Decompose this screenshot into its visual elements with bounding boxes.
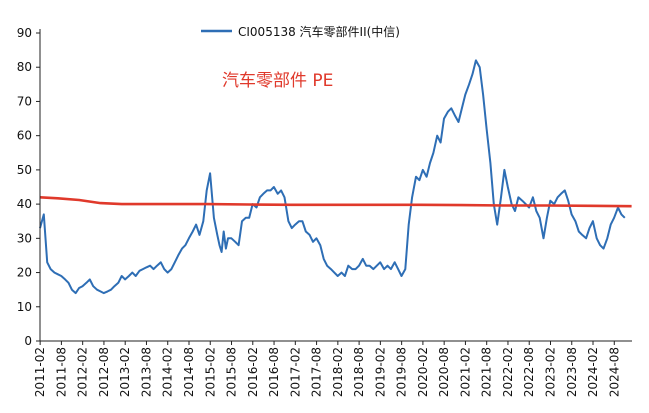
- x-tick-label: 2022-02: [501, 347, 515, 397]
- x-tick-label: 2016-02: [246, 347, 260, 397]
- y-tick-label: 50: [17, 163, 32, 177]
- y-tick-label: 80: [17, 60, 32, 74]
- x-tick-label: 2011-02: [33, 347, 47, 397]
- y-axis: 0 10 20 30 40 50 60 70 80 90: [17, 26, 41, 348]
- x-tick-label: 2019-02: [373, 347, 387, 397]
- x-tick-label: 2013-02: [118, 347, 132, 397]
- x-tick-label: 2011-08: [54, 347, 68, 397]
- x-tick-label: 2021-08: [480, 347, 494, 397]
- x-tick-label: 2014-08: [182, 347, 196, 397]
- x-tick-label: 2014-02: [161, 347, 175, 397]
- annotation-label: 汽车零部件 PE: [222, 71, 333, 91]
- x-tick-label: 2019-08: [395, 347, 409, 397]
- series-line-pe: [39, 196, 632, 208]
- x-tick-label: 2020-08: [437, 347, 451, 397]
- y-tick-label: 40: [17, 197, 32, 211]
- y-tick-label: 20: [17, 266, 32, 280]
- x-axis: 2011-02 2011-08 2012-02 2012-08 2013-02 2013-…: [33, 340, 632, 397]
- x-tick-label: 2021-02: [458, 347, 472, 397]
- x-tick-label: 2024-08: [607, 347, 621, 397]
- x-tick-label: 2013-08: [139, 347, 153, 397]
- x-tick-label: 2022-08: [522, 347, 536, 397]
- x-tick-label: 2018-02: [331, 347, 345, 397]
- x-tick-label: 2023-08: [565, 347, 579, 397]
- x-tick-label: 2020-02: [416, 347, 430, 397]
- x-tick-label: 2017-02: [288, 347, 302, 397]
- x-tick-label: 2012-02: [76, 347, 90, 397]
- y-tick-label: 30: [17, 231, 32, 245]
- y-tick-label: 0: [24, 334, 32, 348]
- series-line-ci005138: [39, 59, 626, 295]
- legend: CI005138 汽车零部件II(中信): [201, 24, 400, 39]
- x-tick-label: 2017-08: [310, 347, 324, 397]
- x-tick-label: 2024-02: [586, 347, 600, 397]
- legend-label: CI005138 汽车零部件II(中信): [238, 24, 400, 39]
- y-tick-label: 90: [17, 26, 32, 40]
- x-tick-label: 2023-02: [543, 347, 557, 397]
- x-tick-label: 2015-08: [225, 347, 239, 397]
- y-tick-label: 60: [17, 129, 32, 143]
- plot-area: [39, 59, 632, 295]
- x-tick-label: 2012-08: [97, 347, 111, 397]
- y-tick-label: 70: [17, 94, 32, 108]
- x-tick-label: 2018-08: [352, 347, 366, 397]
- x-tick-label: 2015-02: [203, 347, 217, 397]
- y-tick-label: 10: [17, 300, 32, 314]
- x-tick-label: 2016-08: [267, 347, 281, 397]
